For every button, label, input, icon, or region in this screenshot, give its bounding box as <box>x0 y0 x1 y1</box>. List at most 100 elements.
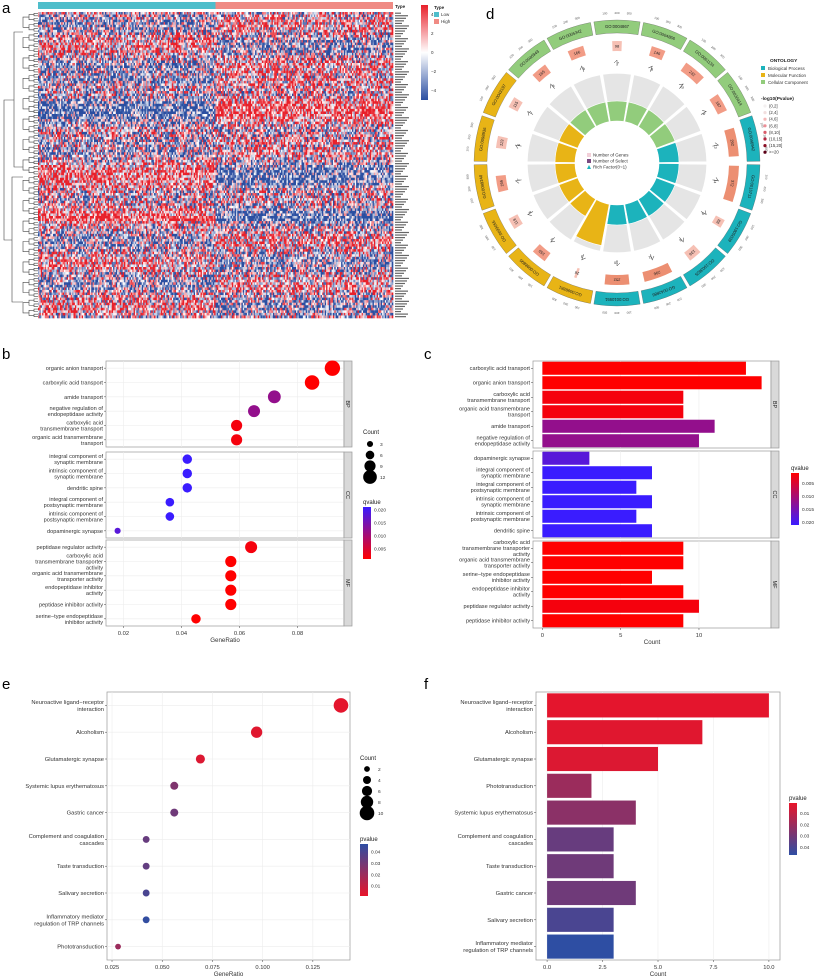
heatmap-cell <box>347 27 350 31</box>
heatmap-cell <box>263 17 265 20</box>
heatmap-cell <box>39 17 42 20</box>
heatmap-cell <box>290 19 293 23</box>
heatmap-cell <box>190 32 193 36</box>
heatmap-cell <box>309 19 312 23</box>
heatmap-cell <box>98 22 100 26</box>
heatmap-cell <box>352 29 354 33</box>
heatmap-cell <box>73 12 76 15</box>
heatmap-cell <box>268 32 271 36</box>
heatmap-cell <box>181 19 184 23</box>
heatmap-cell <box>312 29 315 33</box>
heatmap-cell <box>170 24 173 28</box>
heatmap-cell <box>216 17 219 20</box>
heatmap-cell <box>272 12 275 15</box>
heatmap-cell <box>375 27 377 31</box>
heatmap-cell <box>53 14 55 18</box>
heatmap-cell <box>207 32 209 36</box>
heatmap-cell <box>229 27 231 31</box>
heatmap-cell <box>230 14 233 18</box>
heatmap-cell <box>83 14 85 18</box>
heatmap-cell <box>304 27 306 31</box>
heatmap-cell <box>376 19 379 23</box>
heatmap-cell <box>367 32 369 36</box>
heatmap-cell <box>264 27 267 31</box>
heatmap-cell <box>331 22 334 26</box>
heatmap-cell <box>152 29 155 33</box>
heatmap-cell <box>93 34 96 38</box>
heatmap-cell <box>223 32 226 36</box>
heatmap-cell <box>305 24 308 28</box>
heatmap-cell <box>166 27 169 31</box>
heatmap-cell <box>323 29 326 33</box>
heatmap-cell <box>319 29 321 33</box>
heatmap-cell <box>214 24 216 28</box>
heatmap-cell <box>360 27 362 31</box>
heatmap-cell <box>68 17 70 20</box>
heatmap-cell <box>327 24 330 28</box>
heatmap-cell <box>263 24 265 28</box>
heatmap-cell <box>343 24 346 28</box>
heatmap-cell <box>72 34 74 38</box>
heatmap-cell <box>189 34 192 38</box>
heatmap-cell <box>182 27 185 31</box>
heatmap-cell <box>338 19 341 23</box>
heatmap-cell <box>126 24 129 28</box>
heatmap-cell <box>114 32 117 36</box>
heatmap-cell <box>251 22 253 26</box>
heatmap-cell <box>48 22 51 26</box>
heatmap-cell <box>141 29 144 33</box>
heatmap-cell <box>164 19 167 23</box>
heatmap-cell <box>266 17 268 20</box>
heatmap-cell <box>63 29 66 33</box>
heatmap-cell <box>391 22 394 26</box>
heatmap-cell <box>387 22 390 26</box>
heatmap-cell <box>278 17 280 20</box>
heatmap-cell <box>326 17 328 20</box>
heatmap-cell <box>345 24 347 28</box>
heatmap-cell <box>103 24 106 28</box>
heatmap-cell <box>266 24 268 28</box>
heatmap-cell <box>125 19 128 23</box>
heatmap-cell <box>57 12 59 15</box>
heatmap-cell <box>230 34 233 38</box>
heatmap-cell <box>76 17 78 20</box>
heatmap-cell <box>162 29 164 33</box>
heatmap-cell <box>129 12 132 15</box>
heatmap-cell <box>156 24 159 28</box>
heatmap-cell <box>275 22 278 26</box>
heatmap-cell <box>87 29 89 33</box>
heatmap-cell <box>132 22 134 26</box>
heatmap-cell <box>391 57 394 61</box>
heatmap-cell <box>103 17 106 20</box>
heatmap-cell <box>39 27 42 31</box>
heatmap-cell <box>271 19 274 23</box>
heatmap-cell <box>334 29 336 33</box>
heatmap-cell <box>140 24 143 28</box>
heatmap-cell <box>167 29 170 33</box>
heatmap-cell <box>58 22 61 26</box>
heatmap-cell <box>181 17 184 20</box>
heatmap-cell <box>155 24 158 28</box>
heatmap-cell <box>181 12 184 15</box>
heatmap-cell <box>181 29 184 33</box>
heatmap-cell <box>72 19 74 23</box>
heatmap-cell <box>283 27 286 31</box>
heatmap-cell <box>227 17 230 20</box>
heatmap-cell <box>54 29 57 33</box>
heatmap-cell <box>300 22 302 26</box>
heatmap-cell <box>129 32 132 36</box>
heatmap-cell <box>216 22 219 26</box>
heatmap-cell <box>121 22 123 26</box>
heatmap-cell <box>218 17 220 20</box>
heatmap-cell <box>178 34 181 38</box>
heatmap-cell <box>115 12 118 15</box>
heatmap-cell <box>256 29 259 33</box>
heatmap-cell <box>189 17 192 20</box>
heatmap-cell <box>111 22 114 26</box>
heatmap-cell <box>208 24 211 28</box>
heatmap-cell <box>365 14 368 18</box>
heatmap-cell <box>276 14 279 18</box>
heatmap-cell <box>134 29 137 33</box>
heatmap-cell <box>184 14 186 18</box>
heatmap-cell <box>375 22 377 26</box>
